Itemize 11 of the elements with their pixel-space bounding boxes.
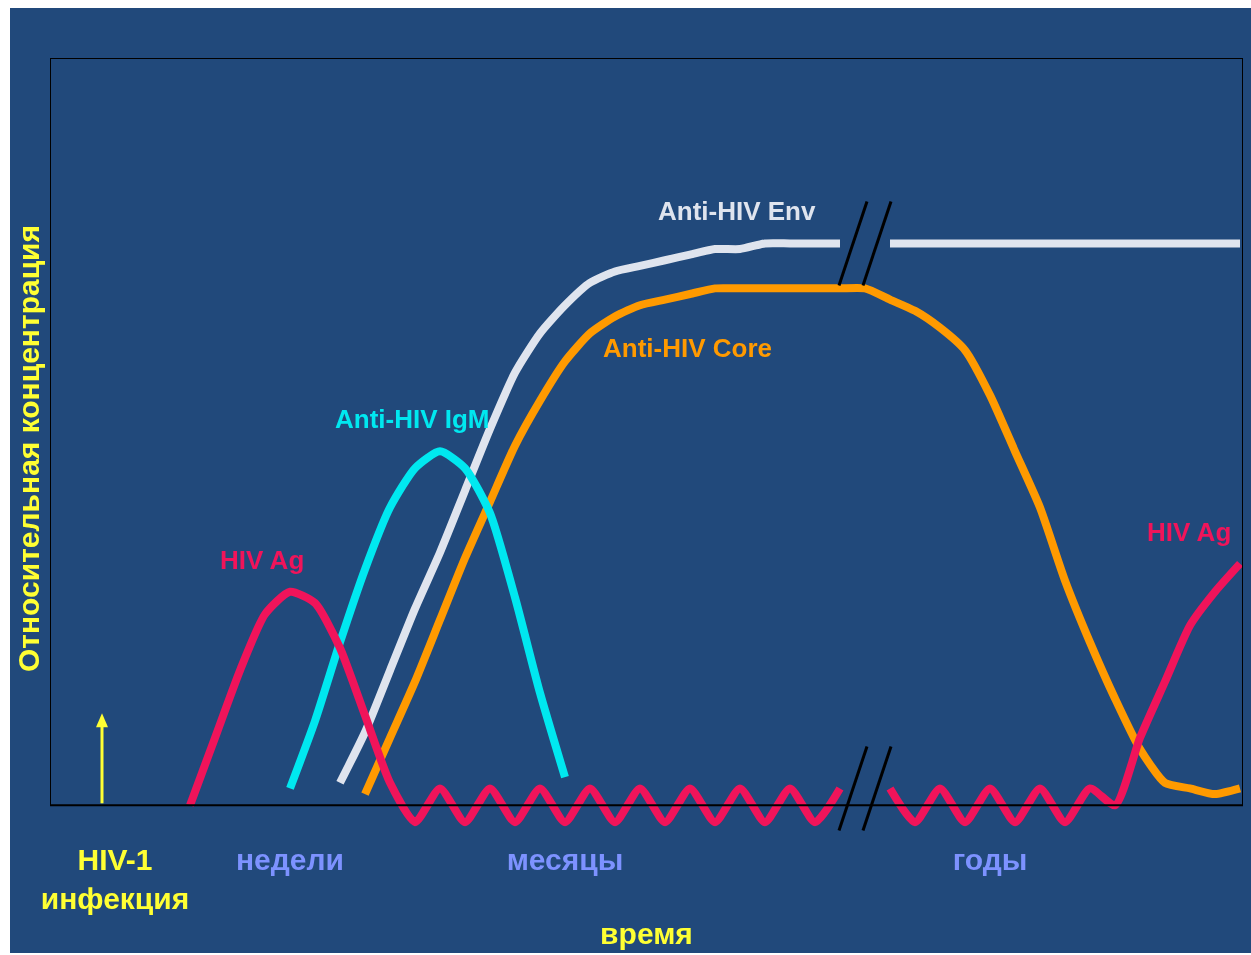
- x-tick-label: месяцы: [506, 843, 624, 876]
- series-label: HIV Ag: [1147, 517, 1232, 547]
- y-axis-title: Относительная концентрация: [12, 224, 45, 673]
- series-label: HIV Ag: [220, 545, 305, 575]
- x-axis-title: время: [600, 916, 693, 950]
- series-label: Anti-HIV Core: [603, 333, 772, 363]
- x-tick-label: HIV-1 инфекция: [40, 843, 190, 915]
- series-label: Anti-HIV Env: [658, 196, 816, 226]
- x-tick-label: годы: [952, 843, 1028, 876]
- x-tick-label: недели: [235, 843, 345, 876]
- series-label: Anti-HIV IgM: [335, 404, 490, 434]
